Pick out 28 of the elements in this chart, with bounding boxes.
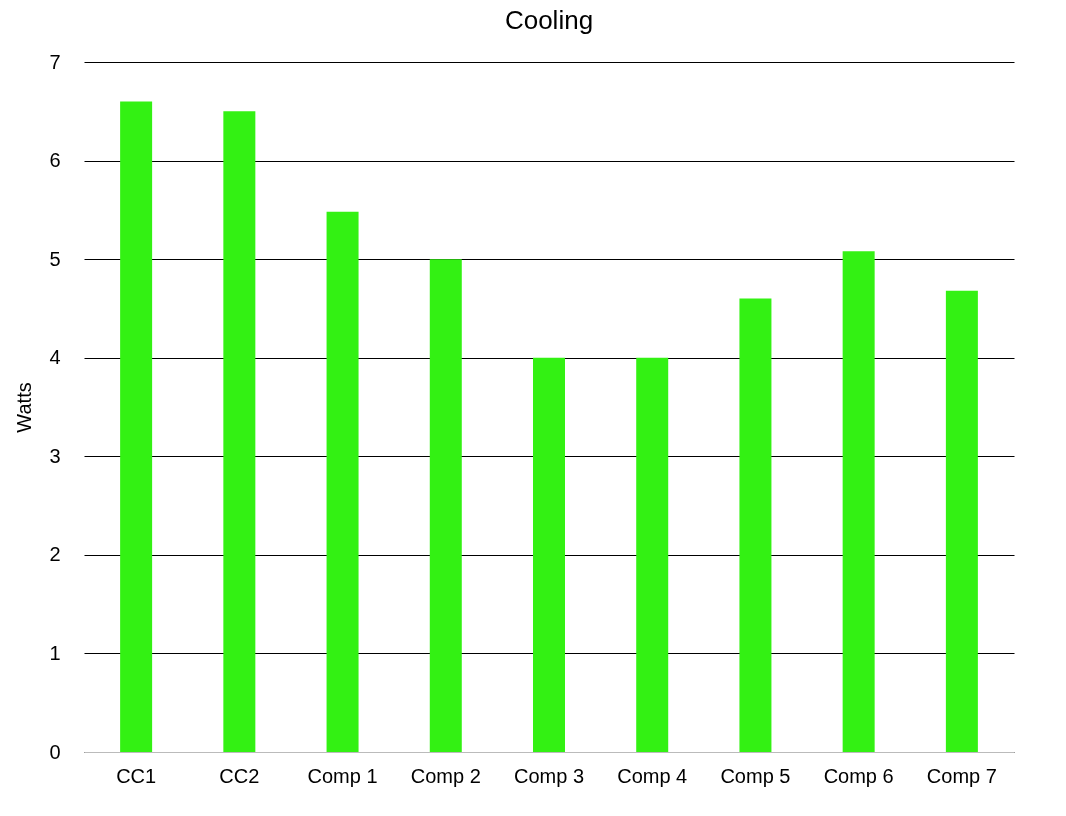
- bar: [636, 357, 669, 752]
- bar: [945, 290, 978, 752]
- chart-title: Cooling: [504, 5, 594, 35]
- x-tick-label: Comp 6: [823, 764, 894, 787]
- bar: [120, 101, 153, 752]
- y-tick-label: 1: [49, 641, 61, 664]
- y-tick-label: 0: [49, 740, 61, 763]
- x-tick-label: CC2: [219, 764, 260, 787]
- y-tick-label: 6: [49, 149, 61, 172]
- y-tick-label: 3: [49, 444, 61, 467]
- bar: [842, 251, 875, 752]
- bar: [429, 259, 462, 752]
- y-tick-label: 5: [49, 247, 61, 270]
- bar: [326, 211, 359, 752]
- x-tick-label: CC1: [116, 764, 157, 787]
- x-tick-label: Comp 5: [720, 764, 791, 787]
- x-tick-label: Comp 1: [307, 764, 378, 787]
- x-tick-label: Comp 2: [410, 764, 481, 787]
- bar: [533, 357, 565, 752]
- x-tick-label: Comp 4: [617, 764, 688, 787]
- x-tick-label: Comp 7: [926, 764, 997, 787]
- bar: [739, 298, 772, 752]
- y-tick-label: 4: [49, 346, 61, 369]
- y-tick-label: 2: [49, 543, 61, 566]
- y-tick-label: 7: [49, 50, 61, 73]
- bar: [223, 111, 256, 752]
- y-axis-title: Watts: [13, 382, 36, 433]
- x-tick-label: Comp 3: [513, 764, 585, 787]
